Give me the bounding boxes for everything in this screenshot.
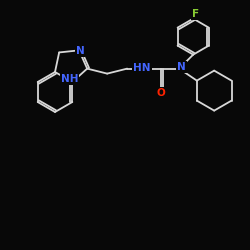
- Text: HN: HN: [134, 62, 151, 72]
- Text: N: N: [76, 46, 84, 56]
- Text: N: N: [177, 62, 186, 72]
- Text: F: F: [192, 8, 199, 18]
- Text: O: O: [157, 88, 166, 98]
- Text: NH: NH: [60, 74, 78, 84]
